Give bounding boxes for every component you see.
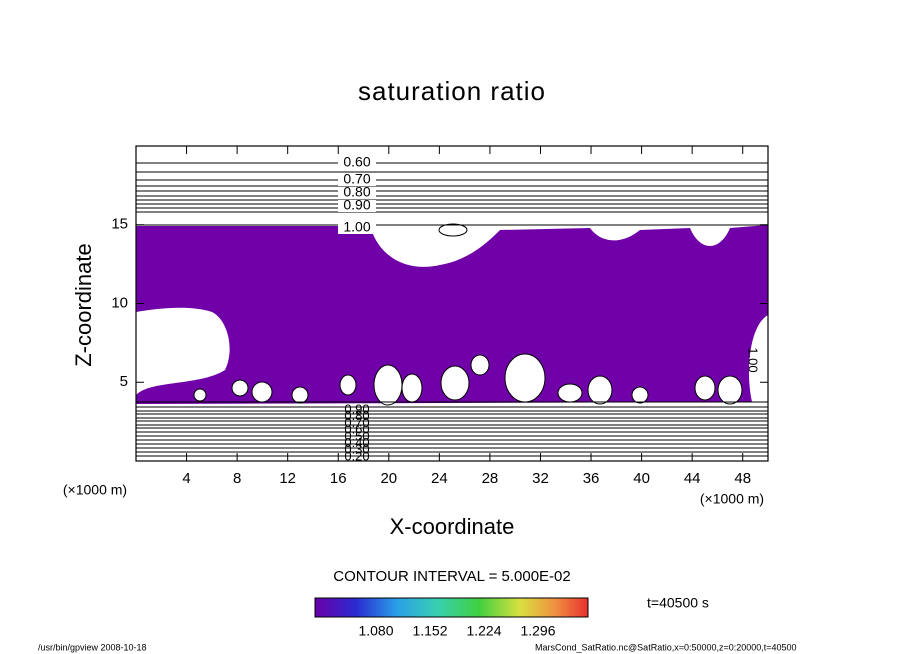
- x-tick-label: 20: [380, 470, 397, 487]
- contour-label: 0.80: [344, 408, 369, 423]
- contour-field: [136, 162, 768, 457]
- contour-label-bg: [338, 200, 376, 212]
- contour-label: 1.00: [343, 219, 370, 235]
- chart-title: saturation ratio: [358, 76, 546, 106]
- colorbar: [314, 597, 589, 618]
- colorbar-label: 1.080: [358, 623, 393, 639]
- x-tick-label: 32: [532, 470, 549, 487]
- x-unit: (×1000 m): [700, 491, 764, 507]
- y-unit: (×1000 m): [63, 482, 127, 498]
- y-axis-label: Z-coordinate: [71, 243, 96, 367]
- contour-label: 0.40: [344, 435, 369, 450]
- colorbar-label: 1.296: [520, 623, 555, 639]
- time-label: t=40500 s: [647, 595, 709, 611]
- y-tick-label: 5: [120, 373, 128, 390]
- x-tick-label: 44: [684, 470, 701, 487]
- x-tick-label: 16: [330, 470, 347, 487]
- colorbar-label: 1.224: [466, 623, 501, 639]
- x-tick-label: 8: [233, 470, 241, 487]
- contour-label-bg: [338, 157, 376, 169]
- contour-label-bg: [338, 222, 376, 234]
- footer-left: /usr/bin/gpview 2008-10-18: [38, 642, 147, 652]
- contour-label: 0.60: [343, 154, 370, 170]
- contour-label: 1.00: [746, 347, 761, 372]
- contour-label: 0.50: [344, 428, 369, 443]
- contour-label: 0.90: [344, 401, 369, 416]
- x-tick-label: 48: [734, 470, 751, 487]
- footer-right: MarsCond_SatRatio.nc@SatRatio,x=0:50000,…: [535, 642, 797, 652]
- colorbar-label: 1.152: [412, 623, 447, 639]
- x-tick-label: 40: [633, 470, 650, 487]
- y-tick-label: 10: [111, 294, 128, 311]
- y-tick-label: 15: [111, 216, 128, 233]
- contour-label: 0.90: [343, 197, 370, 213]
- contour-label: 0.80: [343, 184, 370, 200]
- contour-label-bg: [338, 174, 376, 186]
- x-tick-label: 12: [279, 470, 296, 487]
- contour-interval: CONTOUR INTERVAL = 5.000E-02: [333, 568, 570, 585]
- x-axis-label: X-coordinate: [390, 514, 515, 539]
- x-tick-label: 36: [583, 470, 600, 487]
- contour-label: 0.30: [344, 442, 369, 457]
- x-tick-label: 4: [182, 470, 190, 487]
- contour-label: 0.70: [343, 171, 370, 187]
- contour-label-bg: [338, 187, 376, 199]
- x-tick-label: 24: [431, 470, 448, 487]
- x-tick-label: 28: [482, 470, 499, 487]
- contour-label: 0.70: [344, 415, 369, 430]
- contour-label: 0.20: [344, 448, 369, 463]
- contour-label: 0.60: [344, 422, 369, 437]
